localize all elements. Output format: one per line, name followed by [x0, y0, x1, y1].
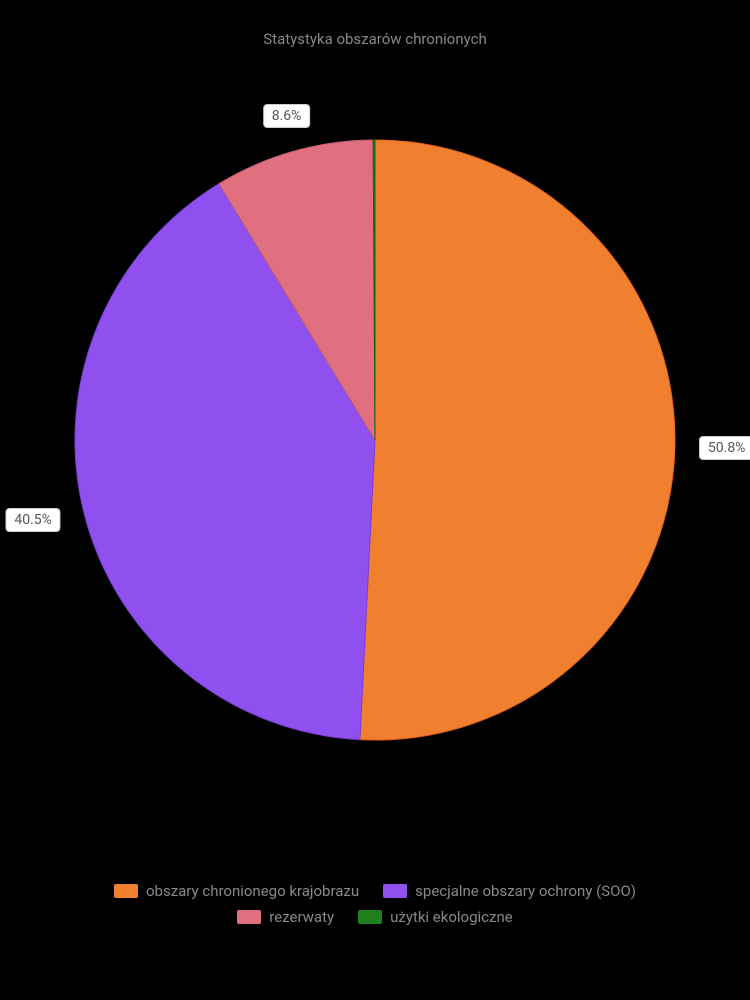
- pie-svg: [55, 120, 695, 760]
- legend-label: specjalne obszary ochrony (SOO): [415, 882, 636, 900]
- legend-label: obszary chronionego krajobrazu: [146, 882, 359, 900]
- pie-chart: [55, 120, 695, 760]
- slice-label: 40.5%: [5, 508, 61, 532]
- chart-container: Statystyka obszarów chronionych 50.8% 40.…: [0, 0, 750, 1000]
- pie-slice: [360, 140, 675, 740]
- legend-swatch: [114, 884, 138, 898]
- legend-swatch: [237, 910, 261, 924]
- chart-title: Statystyka obszarów chronionych: [0, 30, 750, 48]
- legend-swatch: [358, 910, 382, 924]
- legend-label: rezerwaty: [269, 908, 334, 926]
- legend-item: użytki ekologiczne: [358, 908, 513, 926]
- legend-item: specjalne obszary ochrony (SOO): [383, 882, 636, 900]
- legend-item: rezerwaty: [237, 908, 334, 926]
- legend: obszary chronionego krajobrazu specjalne …: [0, 878, 750, 930]
- slice-label: 50.8%: [699, 436, 750, 460]
- slice-label: 8.6%: [263, 104, 311, 128]
- legend-item: obszary chronionego krajobrazu: [114, 882, 359, 900]
- legend-swatch: [383, 884, 407, 898]
- legend-label: użytki ekologiczne: [390, 908, 513, 926]
